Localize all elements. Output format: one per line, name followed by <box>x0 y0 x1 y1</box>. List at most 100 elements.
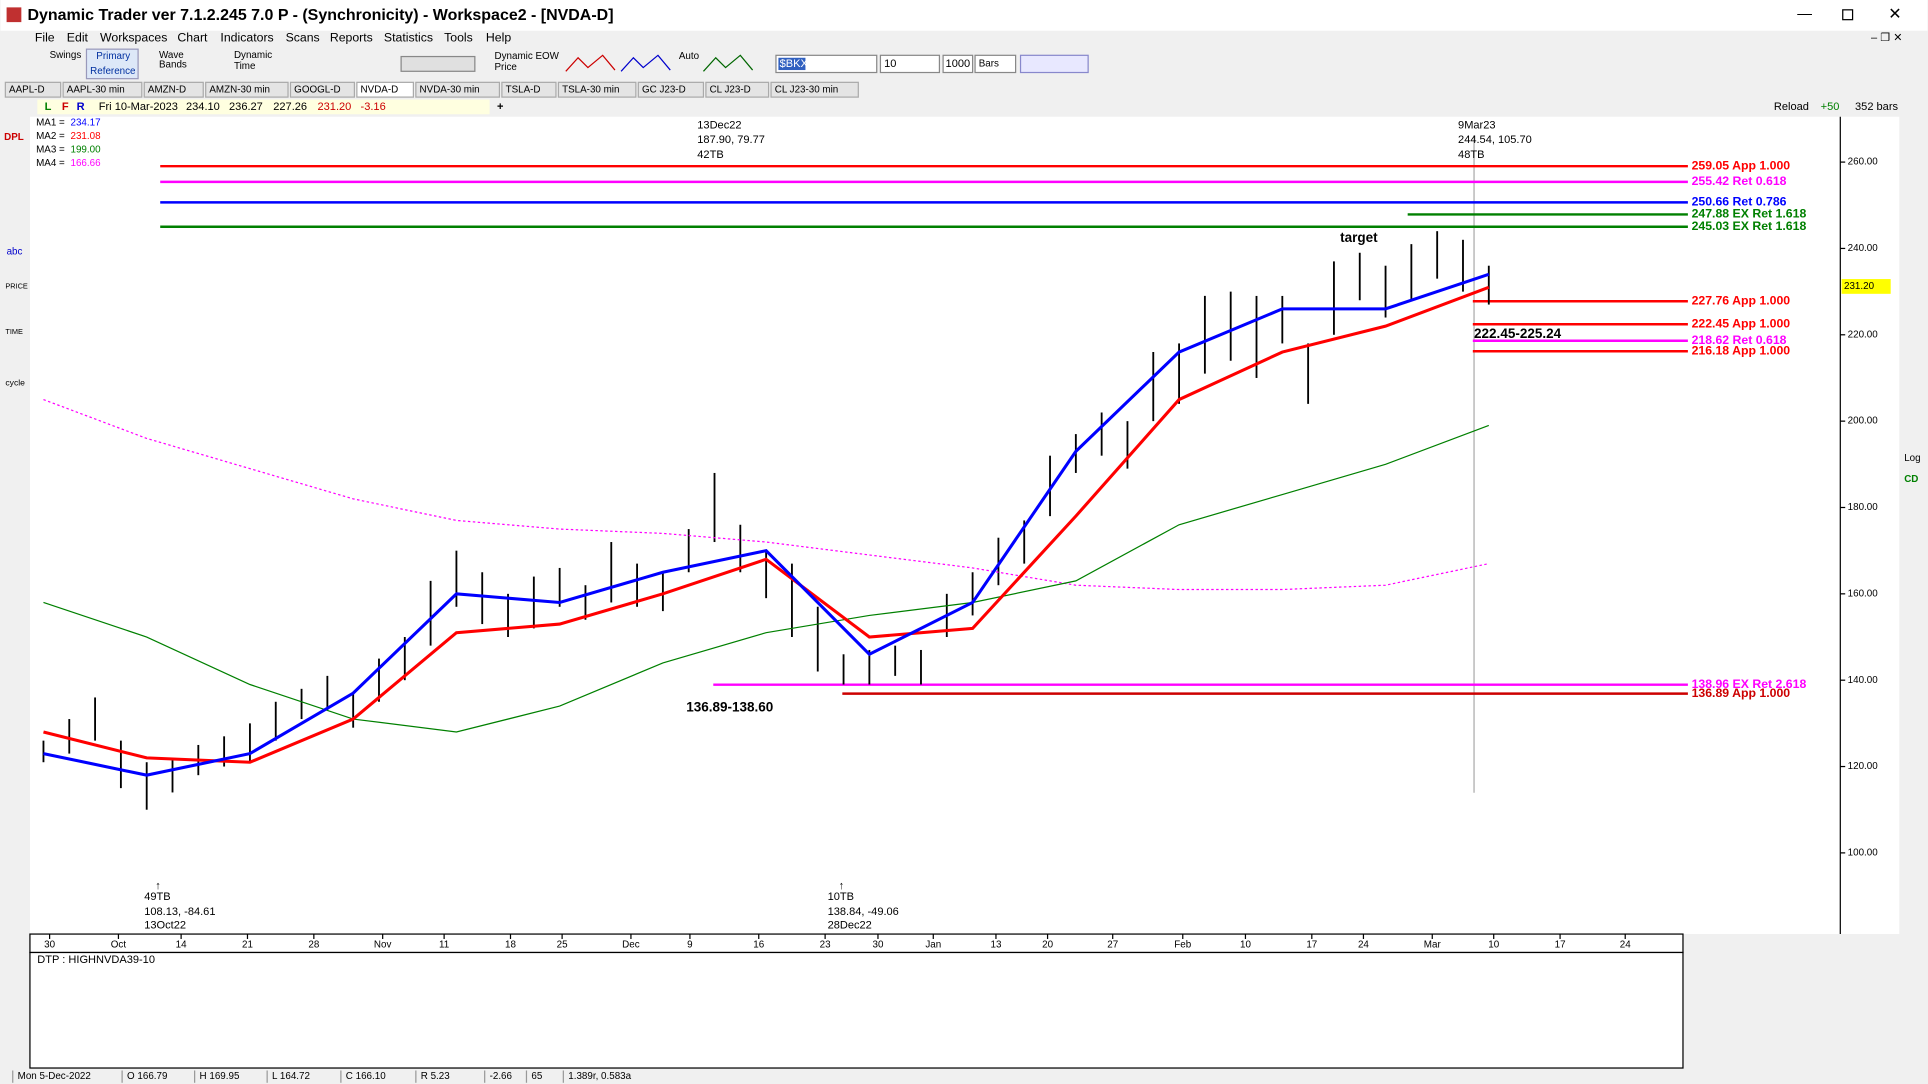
tool-l[interactable]: L <box>45 101 52 113</box>
tool-icon-swing2[interactable] <box>620 54 671 72</box>
tab-label[interactable]: NVDA-D <box>361 84 399 95</box>
tool-abc[interactable]: abc <box>7 247 23 258</box>
file-icons[interactable] <box>400 55 476 72</box>
tab[interactable] <box>415 81 501 98</box>
x-tick-label: 10 <box>1240 940 1251 951</box>
tool-primary-box[interactable] <box>85 48 139 80</box>
tab[interactable] <box>4 81 62 98</box>
price-axis-area <box>1840 116 1900 935</box>
tool-reference[interactable]: Reference <box>90 66 136 77</box>
moving-average <box>43 398 1489 591</box>
level-label: 259.05 App 1.000 <box>1692 158 1791 172</box>
tool-cycle[interactable]: cycle <box>5 378 25 388</box>
level-label: 245.03 EX Ret 1.618 <box>1692 219 1807 233</box>
periods[interactable]: 10 <box>884 58 896 70</box>
tab[interactable] <box>637 81 705 98</box>
tab-label[interactable]: CL J23-30 min <box>775 84 839 95</box>
tool-icon-swing[interactable] <box>565 54 616 72</box>
reload[interactable]: Reload <box>1774 101 1809 113</box>
tab-label[interactable]: TSLA-30 min <box>562 84 619 95</box>
periods-box[interactable] <box>879 54 941 74</box>
menu-bar: File Edit Workspaces Chart Indicators Scans Re… <box>35 30 511 44</box>
tab[interactable] <box>62 81 143 98</box>
tab[interactable] <box>289 81 356 98</box>
status-item: 1.389r, 0.583a <box>568 1071 631 1082</box>
close[interactable]: ✕ <box>1888 6 1901 23</box>
tab-label[interactable]: TSLA-D <box>506 84 541 95</box>
tool-auto[interactable]: Auto <box>679 51 700 62</box>
status-item: 65 <box>531 1071 542 1082</box>
menu-item[interactable]: Reports <box>330 30 373 44</box>
menu-item[interactable]: Edit <box>67 30 89 44</box>
lower-zone: 136.89-138.60 <box>686 699 773 714</box>
plus-bars[interactable]: +50 <box>1821 101 1840 113</box>
x-tick-label: Oct <box>111 940 127 951</box>
tab-label[interactable]: AMZN-D <box>148 84 186 95</box>
x-tick-label: 9 <box>687 940 692 951</box>
tool-log[interactable]: Log <box>1904 453 1920 464</box>
view-icons[interactable] <box>1019 54 1089 74</box>
level-label: 250.66 Ret 0.786 <box>1692 195 1787 209</box>
dec28-arrow: ↑ <box>839 880 845 892</box>
menu-item[interactable]: Tools <box>444 30 473 44</box>
level-label: 255.42 Ret 0.618 <box>1692 174 1787 188</box>
oct-arrow: ↑ <box>155 880 161 892</box>
count[interactable]: 1000 <box>946 58 971 70</box>
menu-item[interactable]: File <box>35 30 55 44</box>
maximize[interactable] <box>1842 9 1854 21</box>
tool-r[interactable]: R <box>77 101 85 113</box>
unit-box[interactable] <box>974 54 1017 74</box>
count-box[interactable] <box>942 54 974 74</box>
tool-bands[interactable]: Bands <box>159 60 187 71</box>
menu-item[interactable]: Help <box>486 30 511 44</box>
tool-time[interactable]: Time <box>234 61 256 72</box>
tool-price[interactable]: Price <box>495 62 518 73</box>
tool-f[interactable]: F <box>62 101 69 113</box>
info-high: 236.27 <box>229 101 263 113</box>
x-tick-label: 10 <box>1488 940 1499 951</box>
y-tick-label: 260.00 <box>1848 157 1879 168</box>
tab-label[interactable]: AMZN-30 min <box>209 84 270 95</box>
tab[interactable] <box>501 81 557 98</box>
menu-item[interactable]: Indicators <box>220 30 273 44</box>
tool-swings[interactable]: Swings <box>50 50 82 61</box>
menu-item[interactable]: Chart <box>177 30 208 44</box>
mdi-controls[interactable]: – ❐ ✕ <box>1871 32 1902 44</box>
tab[interactable] <box>705 81 770 98</box>
tool-dynamic[interactable]: Dynamic <box>234 50 272 61</box>
add[interactable]: + <box>497 101 503 113</box>
menu-item[interactable]: Scans <box>286 30 320 44</box>
y-tick-label: 160.00 <box>1848 588 1879 599</box>
tab[interactable] <box>143 81 204 98</box>
tab-label[interactable]: AAPL-30 min <box>67 84 125 95</box>
tab-label[interactable]: GC J23-D <box>642 84 686 95</box>
level-label: 227.76 App 1.000 <box>1692 294 1791 308</box>
info-change: -3.16 <box>361 101 386 113</box>
tab[interactable] <box>557 81 637 98</box>
tab[interactable] <box>205 81 289 98</box>
symbol[interactable]: $BKX <box>780 58 809 70</box>
status-item: O 166.79 <box>127 1071 167 1082</box>
tab-label[interactable]: GOOGL-D <box>294 84 340 95</box>
menu-item[interactable]: Workspaces <box>100 30 167 44</box>
tool-price-c[interactable]: PRICE <box>5 281 28 290</box>
minimize[interactable]: — <box>1797 7 1812 23</box>
x-tick-label: Dec <box>622 940 640 951</box>
tool-dpl[interactable]: DPL <box>4 132 24 143</box>
tab[interactable] <box>356 81 415 98</box>
tool-time-c[interactable]: TIME <box>5 327 23 336</box>
tab[interactable] <box>770 81 859 98</box>
x-tick-label: 16 <box>753 940 764 951</box>
tool-primary[interactable]: Primary <box>96 51 130 62</box>
unit[interactable]: Bars <box>979 59 999 70</box>
menu-item[interactable]: Statistics <box>384 30 433 44</box>
level-label: 136.89 App 1.000 <box>1692 686 1791 700</box>
tab-label[interactable]: AAPL-D <box>9 84 45 95</box>
tool-icon-swing3[interactable] <box>702 54 754 72</box>
tab-label[interactable]: NVDA-30 min <box>420 84 480 95</box>
tool-cd[interactable]: CD <box>1904 474 1918 485</box>
tool-wave[interactable]: Wave <box>159 50 184 61</box>
tab-label[interactable]: CL J23-D <box>710 84 751 95</box>
tool-dyn-eow[interactable]: Dynamic EOW <box>495 51 560 62</box>
x-tick-label: 14 <box>176 940 187 951</box>
